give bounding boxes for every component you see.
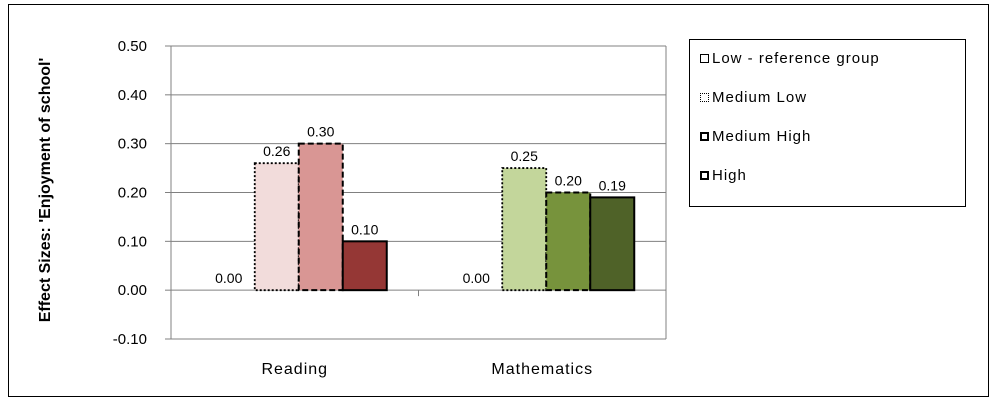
data-label: 0.19 [599,177,626,193]
legend-item: High [700,165,747,185]
data-label: 0.10 [351,221,378,237]
bar-reading-medium-high [297,142,344,292]
bar-reading-medium-low [253,162,300,292]
y-tick-label: 0.20 [118,185,147,202]
y-tick-label: 0.30 [118,136,147,153]
data-label: 0.25 [511,148,538,164]
category-labels: Reading Mathematics [261,361,593,378]
y-tick-label: 0.40 [118,87,147,104]
bar-reading-high [341,240,388,292]
data-label: 0.00 [463,270,490,286]
y-tick-labels: -0.10 0.00 0.10 0.20 0.30 0.40 0.50 [113,38,147,348]
legend-swatch [700,53,709,63]
bar-mathematics-high [589,196,636,292]
data-label: 0.30 [307,124,334,140]
legend-item: Medium High [700,126,811,146]
data-labels: 0.00 0.26 0.30 0.10 0.00 0.25 0.20 0.19 [215,124,626,286]
legend-swatch [700,92,709,102]
y-axis-label: Effect Sizes: 'Enjoyment of school' [37,58,54,323]
legend-label: Low - reference group [712,49,880,67]
legend-label: Medium High [712,127,812,145]
legend-label: Medium Low [712,88,808,106]
legend-label: High [712,166,747,184]
axes [165,45,667,340]
legend: Low - reference group Medium Low Medium Hi… [689,39,966,207]
data-label: 0.26 [263,143,290,159]
data-label: 0.00 [215,270,242,286]
y-tick-label: 0.50 [118,38,147,55]
bar-mathematics-medium-high [545,191,592,292]
legend-swatch [700,170,709,180]
data-label: 0.20 [555,173,582,189]
legend-item: Medium Low [700,87,807,107]
y-tick-label: -0.10 [113,331,147,348]
bars [253,142,636,292]
y-tick-label: 0.10 [118,233,147,250]
legend-item: Low - reference group [700,48,880,68]
category-label: Mathematics [491,361,593,378]
legend-swatch [700,131,709,141]
y-tick-label: 0.00 [118,282,147,299]
bar-mathematics-medium-low [501,167,548,292]
category-label: Reading [261,361,328,378]
